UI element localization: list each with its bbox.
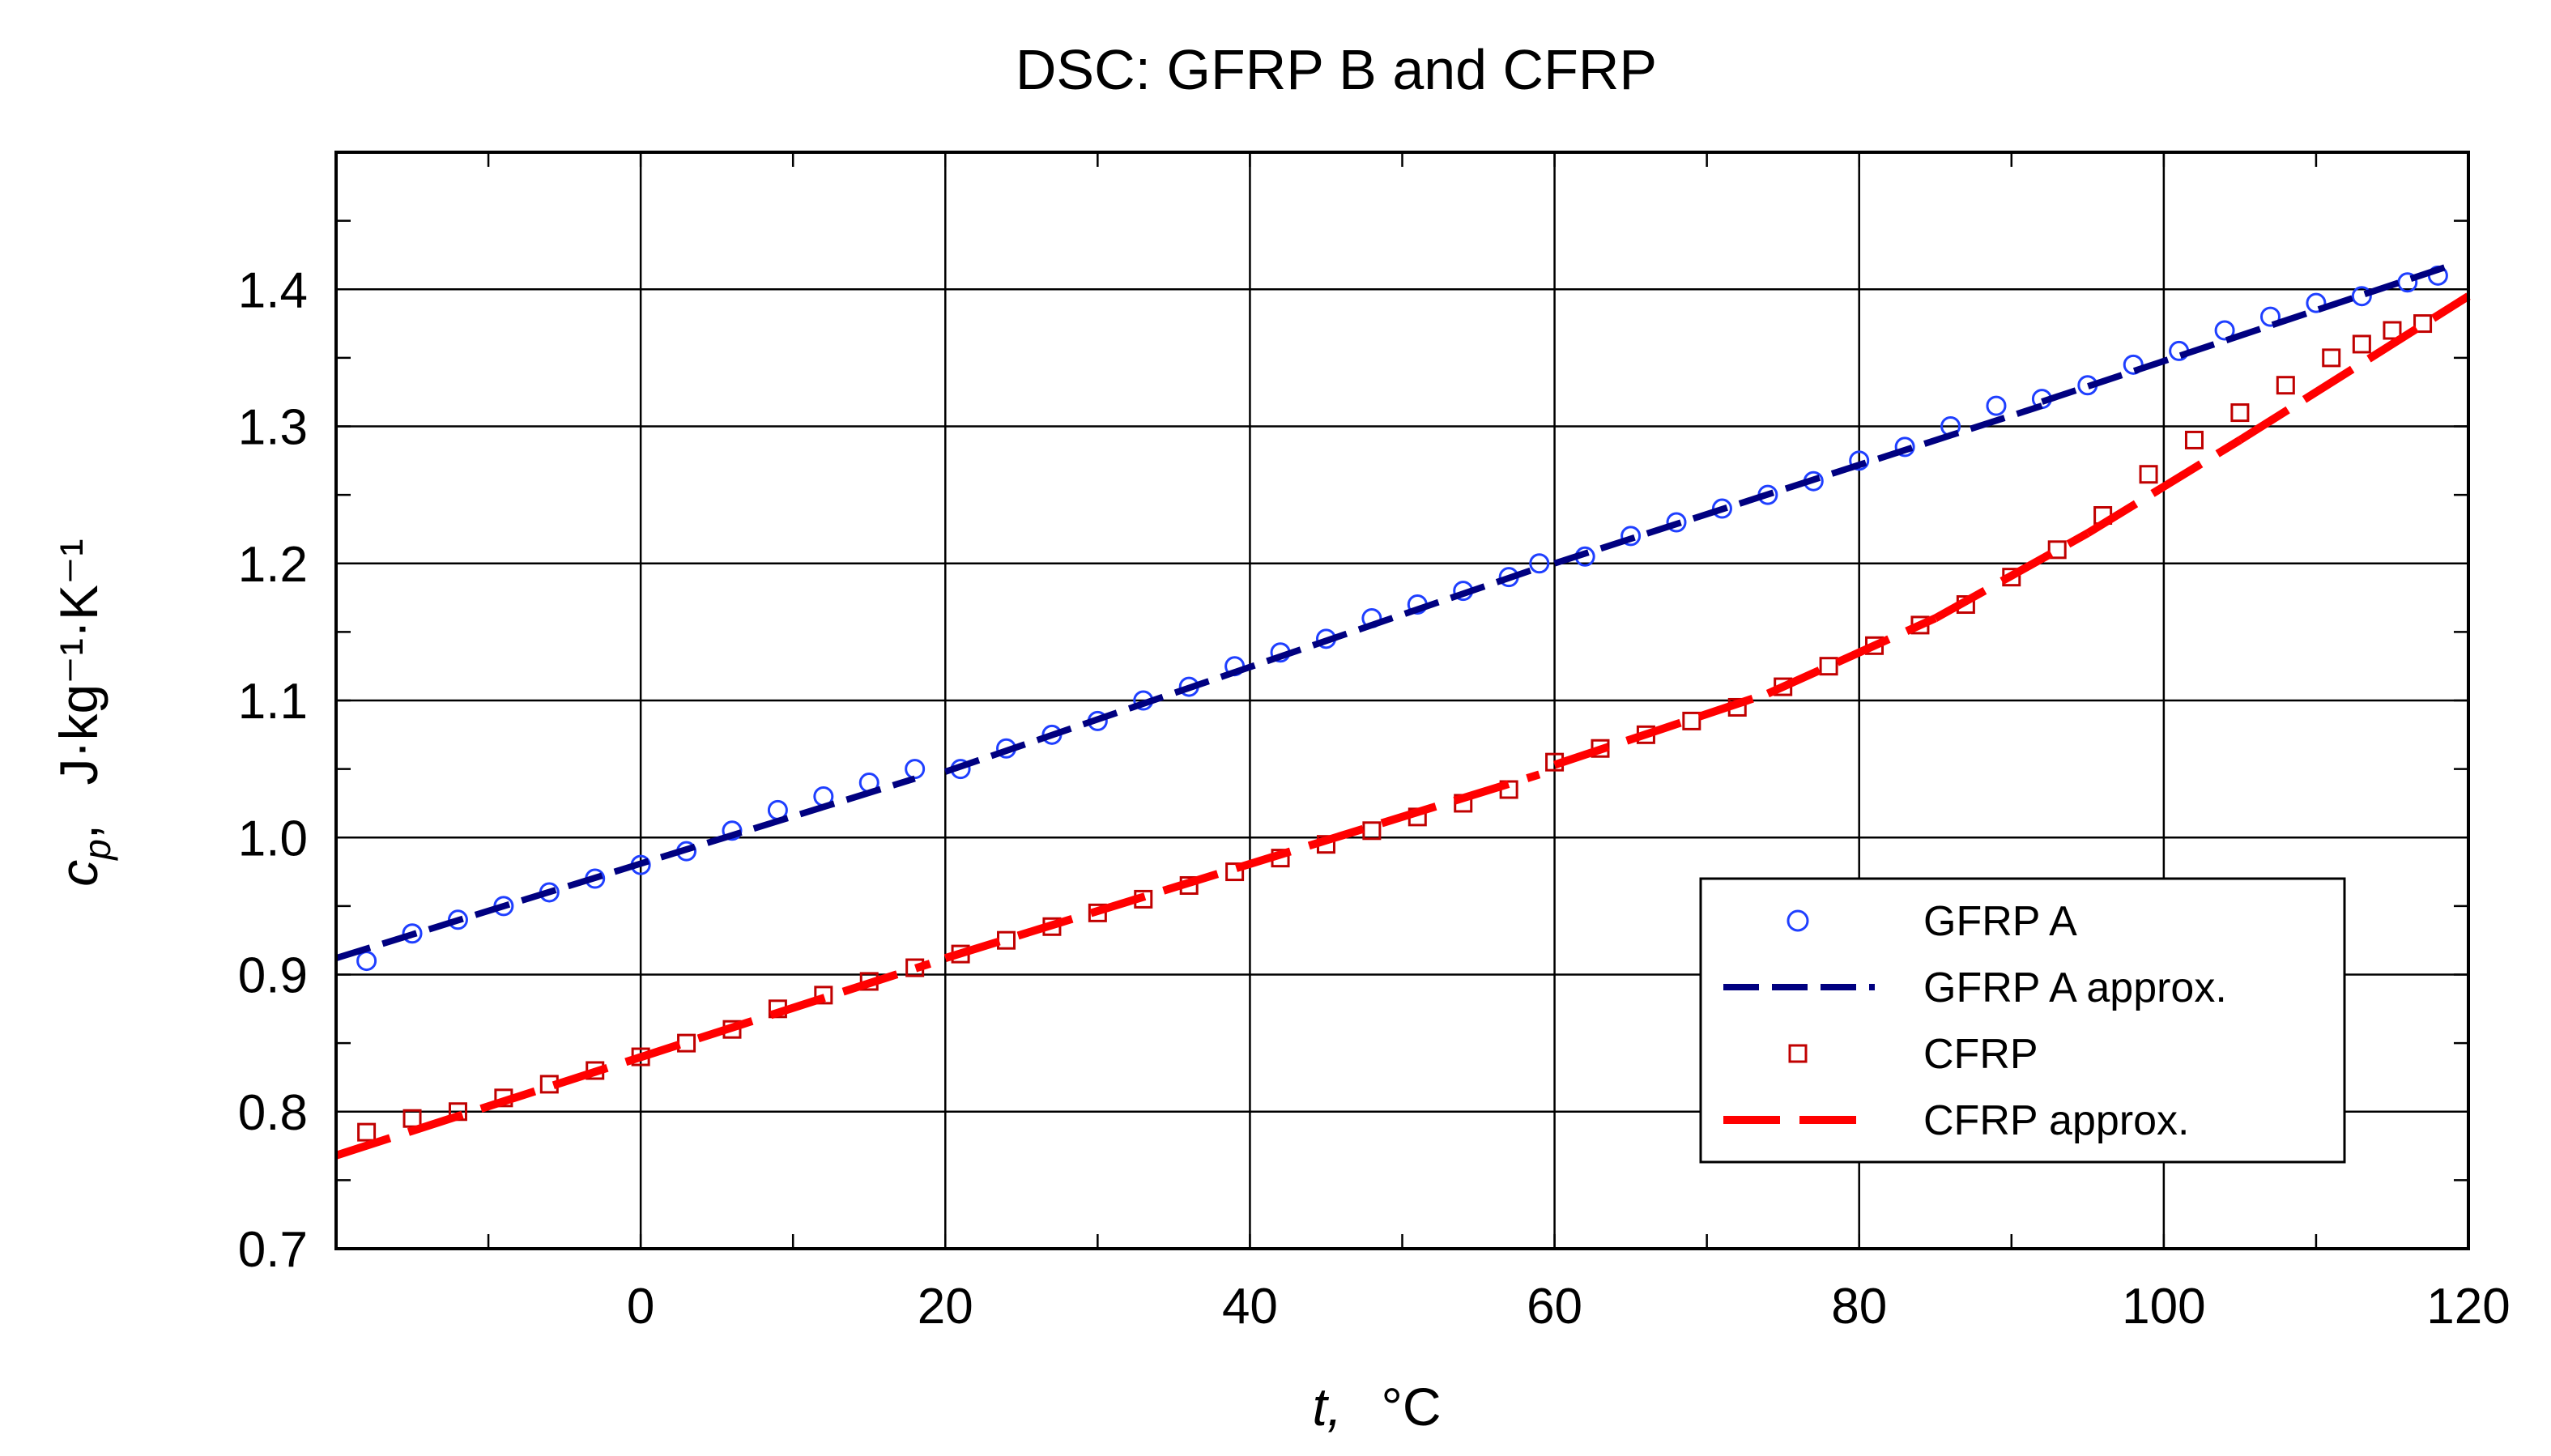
data-point-square (2322, 348, 2341, 368)
x-tick-labels: 0 20 40 60 80 100 120 (627, 1279, 2511, 1335)
series-cfrp-approx (334, 292, 2471, 1160)
legend-label: GFRP A approx. (1923, 964, 2227, 1011)
data-point-square (2230, 403, 2250, 423)
x-tick-label: 60 (1527, 1279, 1582, 1335)
data-point-circle (356, 951, 377, 972)
approx-line-segment (1552, 689, 1770, 769)
y-tick-label: 1.2 (238, 537, 308, 593)
data-point-circle (2306, 292, 2327, 313)
data-point-circle (1894, 436, 1915, 458)
data-point-square (2383, 321, 2402, 340)
data-point-circle (402, 923, 423, 944)
approx-line-segment (2085, 436, 2242, 537)
data-point-square (2352, 334, 2371, 354)
data-point-circle (2351, 286, 2372, 307)
x-tick-label: 80 (1831, 1279, 1887, 1335)
plot-frame (334, 151, 2470, 1250)
x-axis-unit: °C (1381, 1377, 1441, 1437)
y-tick-label: 0.9 (238, 948, 308, 1004)
grid-lines (336, 152, 2468, 1249)
data-point-square (2413, 314, 2433, 334)
data-point-circle (905, 759, 926, 780)
approx-line-segment (2238, 292, 2471, 444)
data-point-circle (2260, 306, 2281, 327)
data-point-square (2139, 465, 2158, 484)
y-axis-unit: J·kg⁻¹·K⁻¹ (49, 539, 109, 785)
x-tick-label: 0 (627, 1279, 654, 1335)
data-point-circle (2123, 354, 2144, 375)
approx-line-segment (2041, 261, 2455, 405)
series-gfrp-a (356, 265, 2448, 972)
data-point-square (2184, 430, 2204, 449)
approx-line-segment (1765, 614, 1937, 698)
y-tick-label: 1.0 (238, 811, 308, 866)
x-axis-variable: t, (1312, 1377, 1342, 1437)
data-point-square (2047, 540, 2067, 560)
data-point-square (1682, 711, 1701, 730)
approx-line-segment (943, 564, 1541, 775)
legend-label: CFRP (1923, 1031, 2038, 1078)
x-tick-label: 120 (2426, 1279, 2510, 1335)
data-point-circle (2397, 272, 2418, 293)
legend-circle-swatch (1787, 909, 1809, 932)
x-tick-label: 100 (2122, 1279, 2205, 1335)
y-axis-title: cp, J·kg⁻¹·K⁻¹ (49, 539, 118, 887)
y-tick-label: 1.3 (238, 400, 308, 456)
y-tick-label: 0.7 (238, 1222, 308, 1278)
data-point-square (1362, 821, 1382, 841)
y-axis-subscript: p (76, 839, 118, 862)
data-point-square (402, 1109, 422, 1128)
plot-series (334, 261, 2471, 1160)
legend-box (1699, 877, 2346, 1164)
chart-title: DSC: GFRP B and CFRP (1016, 38, 1657, 101)
approx-line-segment (1933, 530, 2090, 622)
data-point-square (357, 1122, 377, 1142)
legend: GFRP A GFRP A approx. CFRP CFRP approx. (1699, 877, 2346, 1164)
legend-square-swatch (1788, 1044, 1808, 1063)
y-tick-label: 1.4 (238, 262, 308, 318)
legend-label: GFRP A (1923, 898, 2077, 945)
series-gfrp-a-approx (334, 261, 2455, 962)
approx-line-segment (1553, 402, 2043, 567)
data-point-circle (1620, 526, 1642, 547)
y-tick-label: 1.1 (238, 674, 308, 730)
y-tick-label: 0.8 (238, 1085, 308, 1141)
approx-line-segment (943, 770, 1541, 962)
y-axis-comma: , (49, 824, 109, 839)
data-point-circle (1711, 498, 1732, 519)
approx-line-segment (334, 775, 916, 962)
legend-label: CFRP approx. (1923, 1097, 2190, 1144)
y-axis-variable: c (49, 860, 109, 887)
data-point-circle (1529, 553, 1550, 574)
data-point-square (677, 1033, 696, 1053)
x-tick-label: 20 (918, 1279, 973, 1335)
x-axis-title: t, °C (1312, 1377, 1441, 1437)
y-tick-labels: 0.7 0.8 0.9 1.0 1.1 1.2 1.3 1.4 (238, 262, 308, 1278)
data-point-square (997, 930, 1016, 950)
data-point-square (1225, 862, 1245, 882)
x-tick-label: 40 (1222, 1279, 1278, 1335)
data-point-circle (1666, 512, 1687, 533)
data-point-circle (1849, 450, 1870, 471)
data-point-square (2276, 376, 2295, 395)
data-point-square (1819, 657, 1838, 676)
approx-line-segment (334, 960, 932, 1160)
data-point-circle (2214, 320, 2235, 341)
data-point-circle (722, 820, 743, 841)
data-point-square (814, 986, 833, 1005)
data-point-circle (1986, 395, 2007, 416)
data-point-square (1088, 903, 1107, 922)
